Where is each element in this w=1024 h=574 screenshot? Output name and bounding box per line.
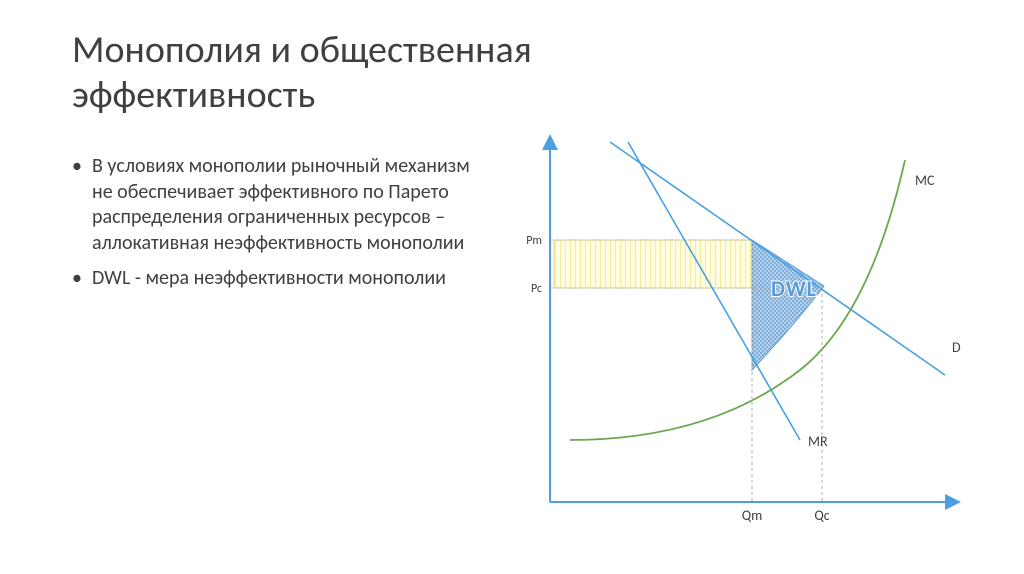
list-item: В условиях монополии рыночный механизм н… xyxy=(72,154,472,256)
label-mc: MC xyxy=(915,172,935,189)
bullet-list: В условиях монополии рыночный механизм н… xyxy=(72,154,472,292)
dwl-region xyxy=(752,240,824,370)
label-pm: Pm xyxy=(526,234,542,248)
profit-rect xyxy=(554,240,752,288)
title-line-1: Монополия и общественная xyxy=(72,27,532,73)
chart-svg: Pm Pc Qm Qc MC D MR DWL xyxy=(510,130,990,540)
content-column: В условиях монополии рыночный механизм н… xyxy=(72,154,472,302)
label-mr: MR xyxy=(808,433,828,450)
label-dwl: DWL xyxy=(771,275,817,302)
label-qm: Qm xyxy=(742,507,763,524)
page-title: Монополия и общественная эффективность xyxy=(72,28,532,118)
list-item: DWL - мера неэффективности монополии xyxy=(72,266,472,292)
label-qc: Qc xyxy=(814,507,829,524)
title-line-2: эффективность xyxy=(72,72,315,118)
label-d: D xyxy=(952,339,961,356)
label-pc: Pc xyxy=(531,282,542,296)
chart: Pm Pc Qm Qc MC D MR DWL xyxy=(510,130,990,540)
mc-curve xyxy=(570,160,905,440)
